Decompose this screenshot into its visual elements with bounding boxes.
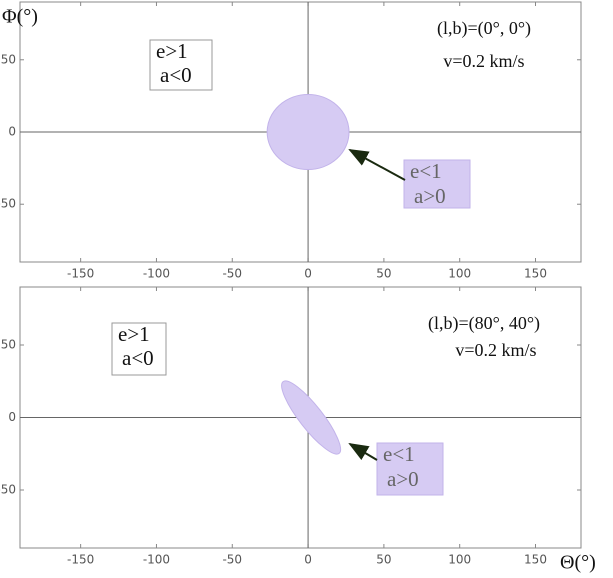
x-tick-label: 100 xyxy=(448,267,471,281)
annotation-box xyxy=(376,442,444,496)
info-text: (l,b)=(80°, 40°) xyxy=(428,313,540,334)
annotation-box xyxy=(149,39,213,91)
x-tick-label: -150 xyxy=(67,267,94,281)
y-tick-label: 0 xyxy=(8,125,16,139)
y-tick-label: -50 xyxy=(0,483,16,497)
annotation-text: e<1 xyxy=(410,159,442,183)
x-tick-label: 50 xyxy=(376,267,391,281)
x-tick-label: -100 xyxy=(143,267,170,281)
x-tick-label: 150 xyxy=(524,267,547,281)
info-text: v=0.2 km/s xyxy=(455,340,536,360)
annotation-text: a<0 xyxy=(160,63,192,87)
arrow xyxy=(348,442,378,461)
x-tick-label: 0 xyxy=(304,267,312,281)
arrow xyxy=(348,149,406,181)
y-axis-label: Φ(°) xyxy=(2,6,38,28)
annotation-text: a>0 xyxy=(414,184,446,208)
y-tick-label: 50 xyxy=(1,52,16,66)
x-tick-label: 0 xyxy=(304,553,312,567)
annotation-text: e>1 xyxy=(118,322,150,346)
annotation-text: e>1 xyxy=(156,39,188,63)
y-tick-label: -50 xyxy=(0,197,16,211)
x-tick-label: 150 xyxy=(524,553,547,567)
y-tick-label: 50 xyxy=(1,338,16,352)
info-text: (l,b)=(0°, 0°) xyxy=(437,18,531,39)
x-tick-label: 50 xyxy=(376,553,391,567)
annotation-text: a<0 xyxy=(122,346,154,370)
annotation-box xyxy=(111,322,167,376)
y-tick-label: 0 xyxy=(8,410,16,424)
annotation-text: e<1 xyxy=(383,442,415,466)
x-tick-label: -100 xyxy=(143,553,170,567)
annotation-box xyxy=(403,159,471,209)
region-ellipse xyxy=(281,380,342,455)
x-tick-label: -50 xyxy=(222,553,242,567)
x-tick-label: -150 xyxy=(67,553,94,567)
region-ellipse xyxy=(266,93,350,171)
info-text: v=0.2 km/s xyxy=(443,51,524,71)
x-tick-label: -50 xyxy=(222,267,242,281)
x-tick-label: 100 xyxy=(448,553,471,567)
x-axis-label: Θ(°) xyxy=(560,552,596,574)
annotation-text: a>0 xyxy=(387,467,419,491)
